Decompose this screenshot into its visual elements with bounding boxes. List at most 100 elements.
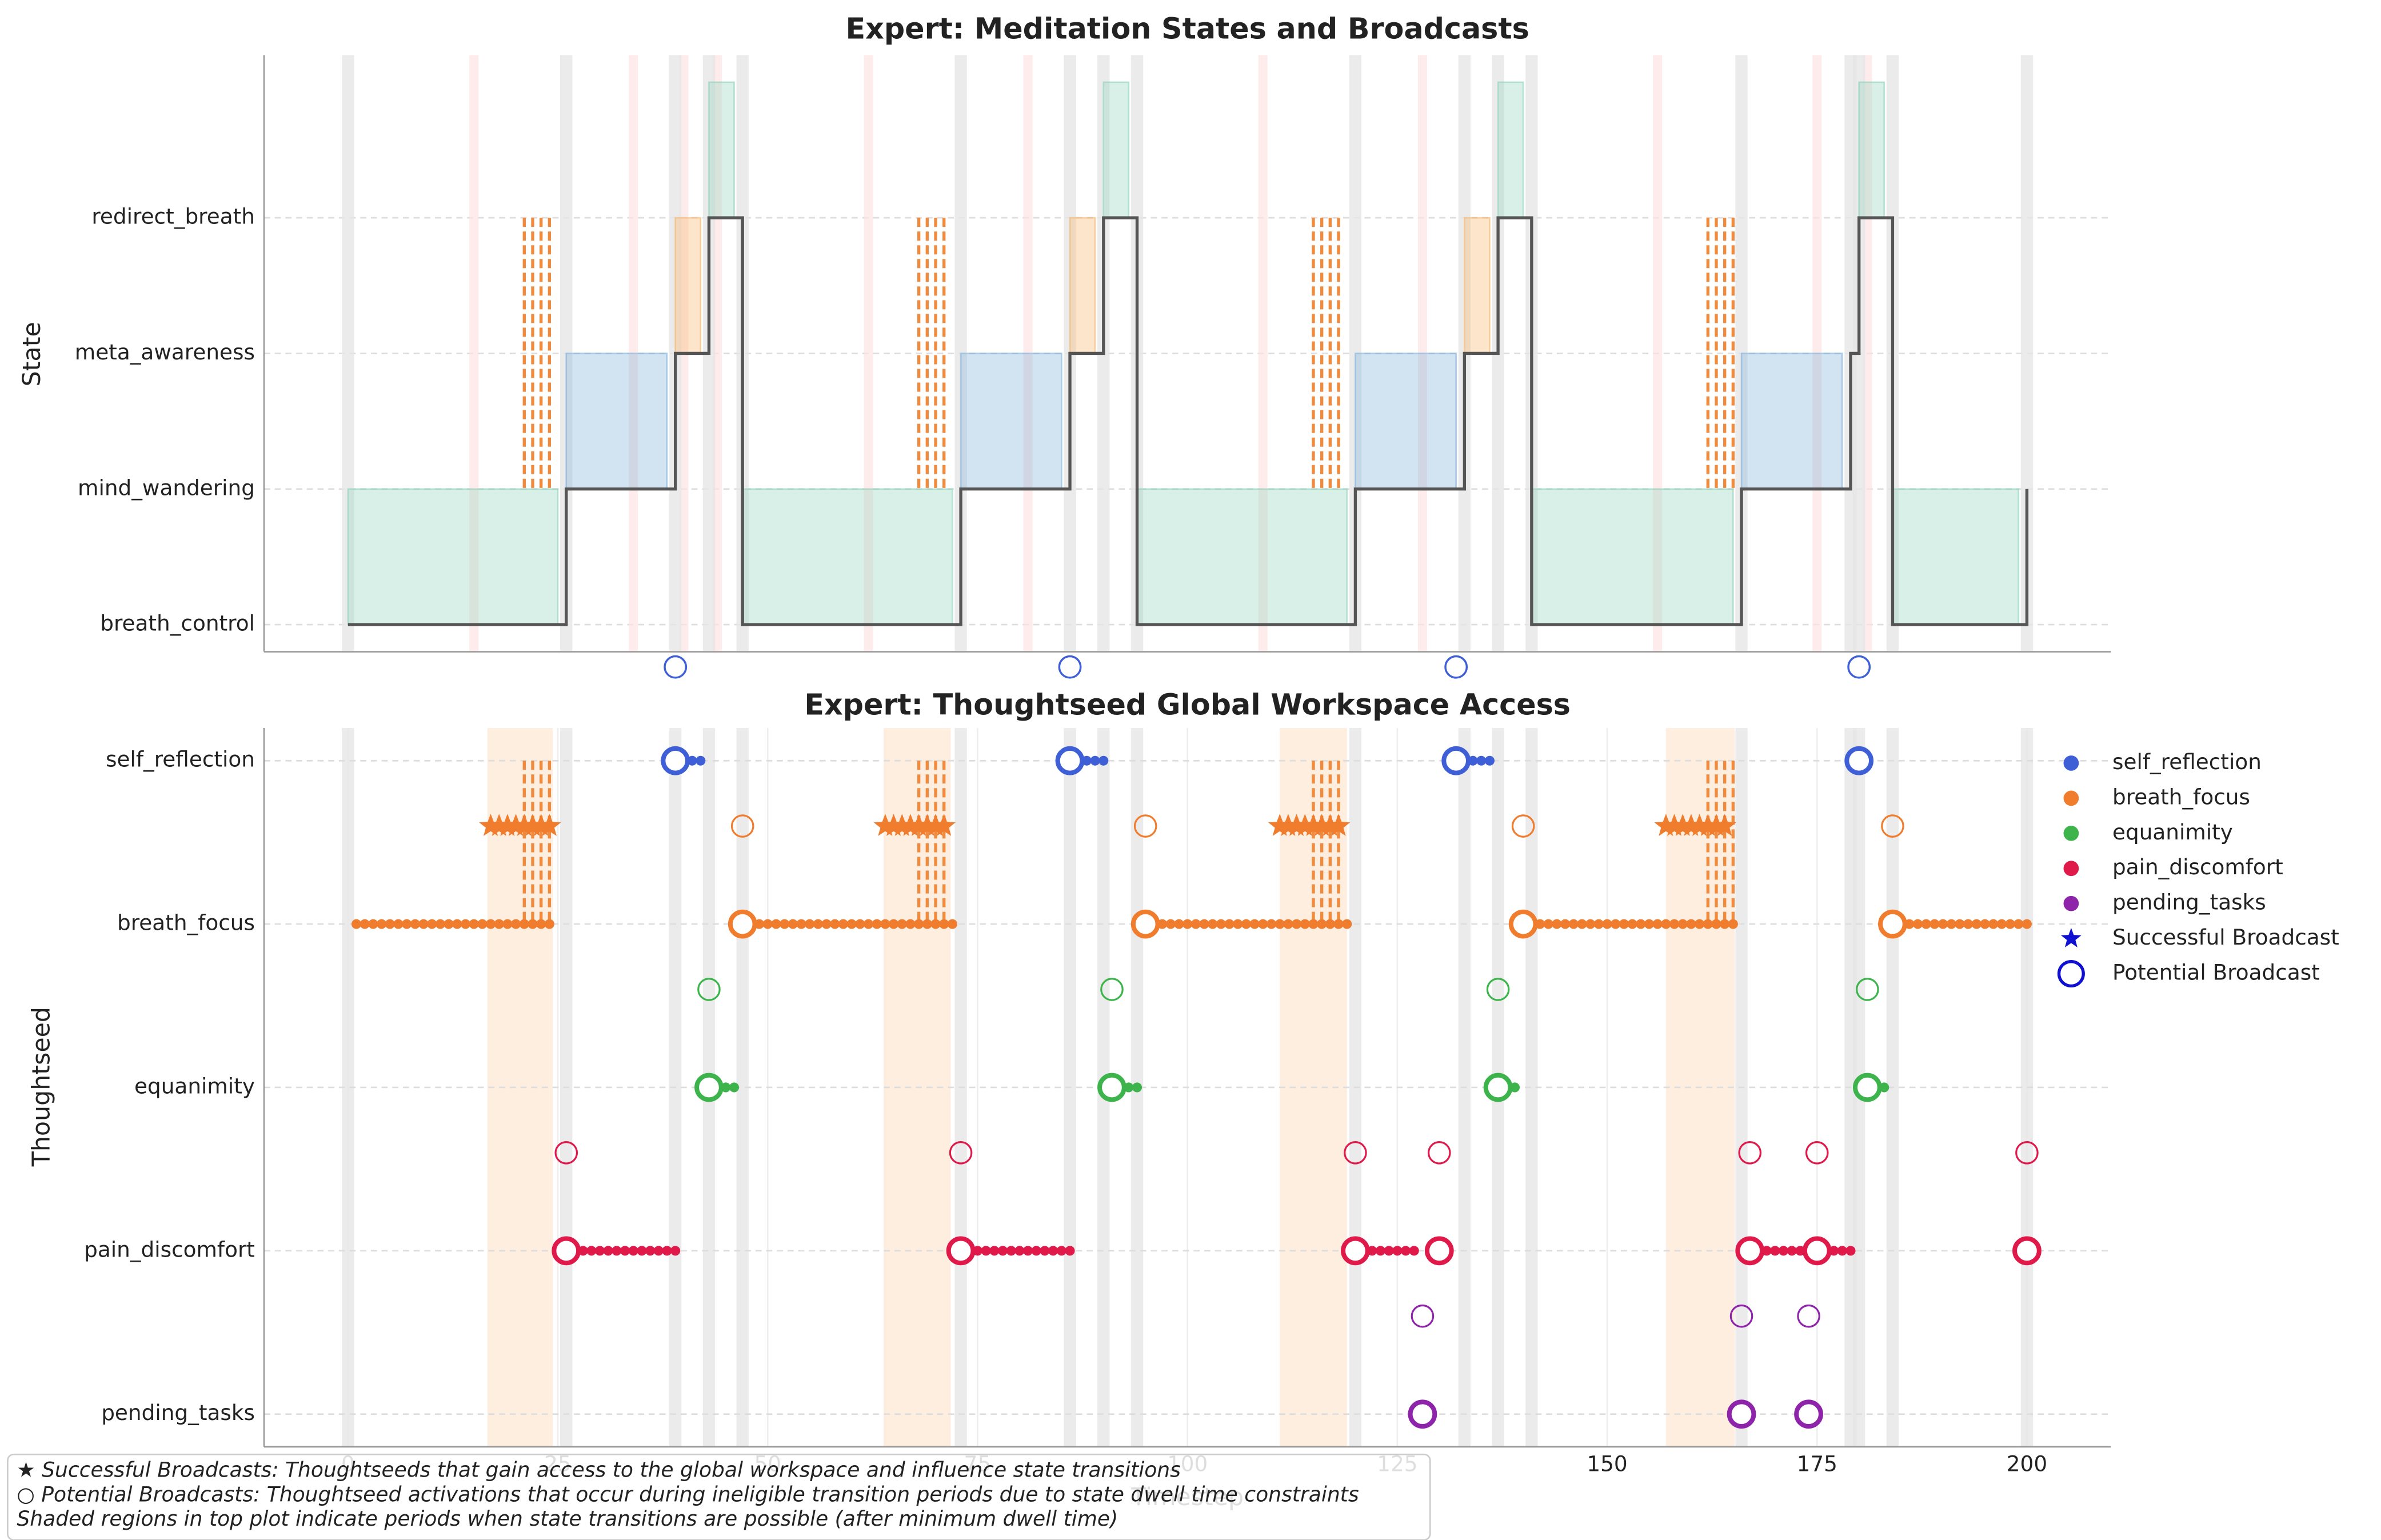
active-dot <box>1056 1246 1066 1256</box>
active-dot <box>989 1246 1000 1256</box>
active-dot <box>754 919 765 929</box>
active-dot <box>1560 919 1571 929</box>
state-fill <box>1892 488 2020 626</box>
y-tick-label: redirect_breath <box>91 204 255 229</box>
active-dot <box>880 919 890 929</box>
active-dot <box>1652 919 1663 929</box>
active-dot <box>544 919 554 929</box>
state-fill <box>1069 217 1096 354</box>
active-dot <box>1661 919 1671 929</box>
state-fill <box>1464 217 1491 354</box>
successful-broadcast <box>1713 814 1736 836</box>
active-dot <box>1014 1246 1025 1256</box>
active-dot <box>1695 919 1705 929</box>
active-dot <box>1946 919 1956 929</box>
y-tick-label: pending_tasks <box>101 1400 255 1425</box>
note: ★ Successful Broadcasts: Thoughtseeds th… <box>17 1458 1181 1482</box>
bottom-title: Expert: Thoughtseed Global Workspace Acc… <box>804 688 1571 722</box>
active-dot <box>1283 919 1293 929</box>
active-dot <box>637 1246 647 1256</box>
x-tick-label: 150 <box>1587 1451 1627 1476</box>
active-dot <box>1392 1246 1403 1256</box>
potential-broadcast <box>1427 1141 1451 1165</box>
active-dot <box>805 919 815 929</box>
active-dot <box>1266 919 1277 929</box>
active-dot <box>1912 919 1923 929</box>
active-dot <box>687 755 697 766</box>
active-dot <box>1308 919 1319 929</box>
transition-band <box>342 55 354 652</box>
active-dot <box>377 919 387 929</box>
active-dot <box>1476 755 1487 766</box>
active-dot <box>670 1246 681 1256</box>
legend-swatch <box>2057 959 2085 988</box>
active-dot <box>1006 1246 1016 1256</box>
y-tick-label: self_reflection <box>106 747 255 772</box>
active-dot <box>947 919 957 929</box>
active-dot <box>1837 1246 1847 1256</box>
transition-marker <box>864 55 873 652</box>
legend-swatch <box>2063 861 2079 877</box>
potential-broadcast <box>730 814 754 838</box>
active-dot <box>863 919 874 929</box>
bottom-y-label: Thoughtseed <box>27 1007 55 1167</box>
active-dot <box>452 919 462 929</box>
transition-band <box>1525 728 1538 1447</box>
active-dot <box>1241 919 1252 929</box>
active-dot <box>1090 755 1100 766</box>
y-tick-label: meta_awareness <box>75 339 255 365</box>
state-fill <box>741 488 953 626</box>
potential-broadcast <box>697 978 721 1001</box>
y-tick-label: pain_discomfort <box>84 1237 255 1262</box>
active-dot <box>796 919 806 929</box>
note: Shaded regions in top plot indicate peri… <box>17 1507 1118 1531</box>
active-dot <box>1728 919 1738 929</box>
legend-label: Potential Broadcast <box>2112 960 2320 985</box>
active-dot <box>1552 919 1562 929</box>
y-tick-label: breath_control <box>100 611 255 636</box>
active-dot <box>578 1246 588 1256</box>
active-dot <box>997 1246 1008 1256</box>
active-dot <box>1040 1246 1050 1256</box>
active-dot <box>1996 919 2007 929</box>
state-fill <box>960 353 1062 490</box>
active-dot <box>410 919 420 929</box>
active-dot <box>586 1246 597 1256</box>
legend-swatch <box>2063 755 2079 771</box>
active-dot <box>1938 919 1948 929</box>
active-dot <box>846 919 857 929</box>
active-dot <box>528 919 538 929</box>
top-title: Expert: Meditation States and Broadcasts <box>846 12 1529 46</box>
active-dot <box>1300 919 1310 929</box>
active-dot <box>1677 919 1688 929</box>
active-dot <box>1509 1082 1520 1093</box>
state-fill <box>1858 81 1885 219</box>
active-dot <box>838 919 849 929</box>
top-y-label: State <box>18 322 46 386</box>
active-dot <box>1627 919 1637 929</box>
active-dot <box>1845 1246 1856 1256</box>
active-dot <box>897 919 907 929</box>
active-dot <box>1593 919 1604 929</box>
active-dot <box>469 919 479 929</box>
active-dot <box>1543 919 1553 929</box>
active-dot <box>653 1246 664 1256</box>
active-dot <box>486 919 496 929</box>
active-dot <box>1182 919 1193 929</box>
active-dot <box>1275 919 1285 929</box>
state-fill <box>1355 353 1457 490</box>
active-dot <box>1770 1246 1780 1256</box>
active-dot <box>1577 919 1587 929</box>
onset <box>946 1236 976 1266</box>
active-dot <box>1249 919 1260 929</box>
active-dot <box>762 919 773 929</box>
onset <box>1341 1236 1370 1266</box>
potential-broadcast <box>1100 978 1124 1001</box>
state-fill <box>1102 81 1130 219</box>
active-dot <box>1636 919 1646 929</box>
successful-broadcast <box>1327 814 1351 836</box>
legend-label: pain_discomfort <box>2112 854 2283 879</box>
state-fill <box>1136 488 1348 626</box>
active-dot <box>780 919 790 929</box>
